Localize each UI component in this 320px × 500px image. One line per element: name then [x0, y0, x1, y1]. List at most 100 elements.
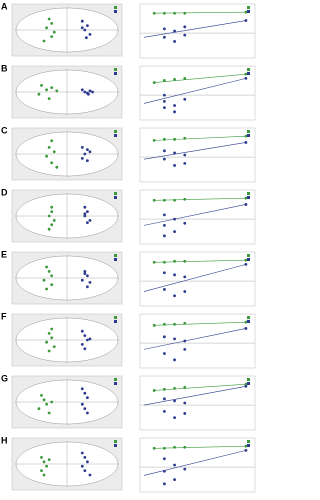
legend-swatch — [114, 134, 117, 137]
score-point — [50, 283, 54, 286]
q2-line — [143, 20, 246, 38]
q2-point — [162, 213, 166, 217]
score-point — [84, 36, 88, 40]
score-point — [83, 347, 87, 351]
score-point — [86, 221, 89, 225]
score-point — [47, 332, 51, 335]
r2-line — [154, 197, 246, 201]
legend-swatch — [247, 440, 250, 443]
q2-point — [162, 157, 166, 161]
legend-swatch — [247, 72, 250, 75]
r2-point — [183, 76, 187, 80]
legend-swatch — [114, 130, 117, 133]
score-point — [83, 270, 87, 273]
q2-point — [162, 27, 166, 31]
score-point — [45, 464, 48, 468]
score-point — [42, 473, 46, 477]
q2-point — [173, 164, 176, 167]
score-point — [83, 407, 87, 410]
r2-line — [154, 11, 246, 14]
q2-point — [173, 463, 176, 467]
legend-swatch — [247, 196, 250, 199]
q2-point — [173, 40, 176, 43]
score-point — [50, 400, 54, 404]
r2-point — [173, 259, 176, 263]
perm-frame — [139, 375, 256, 431]
score-point — [80, 88, 84, 92]
r2-line — [154, 383, 246, 391]
score-point — [83, 272, 87, 275]
q2-point — [183, 221, 187, 225]
score-point — [47, 214, 51, 218]
score-point — [37, 407, 41, 410]
legend-swatch — [114, 192, 117, 195]
score-point — [50, 210, 54, 214]
panel-label: G — [1, 373, 8, 383]
q2-point — [173, 104, 176, 107]
score-point — [52, 30, 56, 34]
q2-point — [162, 149, 166, 153]
score-point — [40, 469, 43, 472]
q2-line — [143, 450, 246, 476]
q2-point — [162, 482, 166, 486]
score-point — [50, 139, 54, 143]
q2-point — [162, 457, 166, 461]
score-point — [47, 97, 51, 100]
q2-point — [173, 478, 176, 482]
legend-swatch — [114, 316, 117, 319]
q2-line — [143, 204, 246, 226]
legend-swatch — [114, 378, 117, 381]
score-point — [55, 89, 59, 93]
r2-point — [173, 198, 176, 202]
score-point — [87, 92, 90, 96]
q2-line — [143, 385, 246, 406]
q2-point — [162, 106, 166, 110]
legend-swatch — [114, 382, 117, 385]
q2-point — [173, 337, 176, 341]
r2-line — [154, 73, 246, 83]
legend-swatch — [247, 258, 250, 261]
score-point — [52, 219, 56, 222]
score-point — [88, 337, 92, 341]
r2-point — [183, 259, 187, 263]
score-point — [40, 394, 43, 397]
q2-point — [173, 294, 176, 298]
panel-label: F — [1, 311, 7, 321]
q2-point — [183, 161, 187, 165]
q2-point — [162, 99, 166, 103]
q2-point — [173, 358, 176, 362]
figure: A B C D E F G H — [1, 1, 256, 493]
score-point — [37, 92, 41, 96]
score-point — [45, 287, 48, 291]
score-point — [42, 398, 46, 402]
q2-point — [162, 93, 166, 97]
r2-line — [154, 445, 246, 449]
q2-point — [183, 290, 187, 293]
legend-swatch — [247, 378, 250, 381]
score-point — [45, 88, 48, 92]
score-point — [47, 411, 51, 415]
score-point — [42, 39, 46, 43]
score-point — [88, 281, 92, 284]
q2-point — [183, 97, 187, 101]
q2-point — [173, 29, 176, 33]
legend-swatch — [247, 130, 250, 133]
score-point — [40, 456, 43, 459]
score-point — [50, 35, 54, 38]
q2-point — [183, 412, 187, 415]
score-point — [88, 219, 92, 222]
legend-swatch — [114, 6, 117, 9]
score-point — [52, 345, 56, 348]
r2-line — [154, 321, 246, 326]
score-point — [42, 460, 46, 464]
score-point — [50, 86, 54, 89]
score-point — [50, 327, 54, 331]
score-point — [45, 402, 48, 406]
score-point — [50, 205, 54, 209]
q2-point — [183, 467, 187, 471]
r2-point — [173, 445, 176, 449]
r2-point — [162, 137, 166, 141]
q2-line — [143, 328, 246, 350]
r2-line — [154, 259, 246, 263]
score-point — [83, 391, 87, 395]
